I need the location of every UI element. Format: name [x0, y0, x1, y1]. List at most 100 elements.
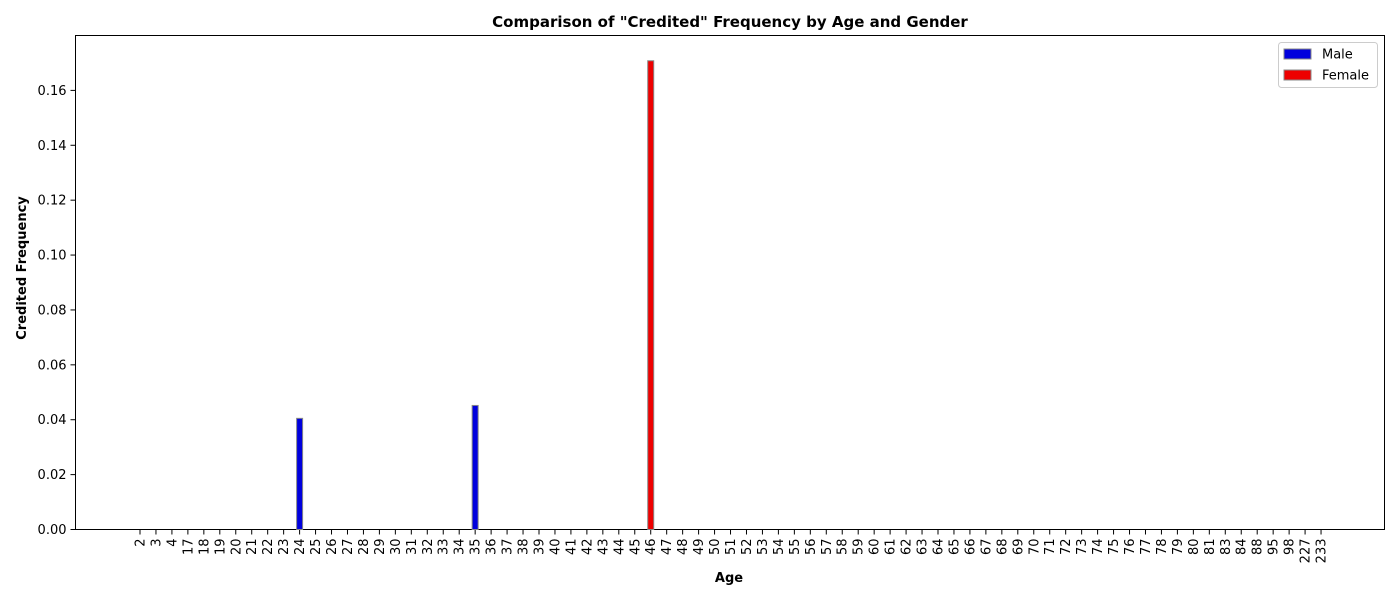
x-tick-label: 39 — [533, 539, 548, 556]
x-tick-label: 38 — [517, 539, 532, 556]
x-tick-label: 40 — [548, 539, 563, 556]
legend-label-female: Female — [1322, 69, 1369, 84]
x-tick-label: 78 — [1155, 539, 1170, 556]
y-tick-label: 0.00 — [38, 523, 67, 538]
x-tick-label: 24 — [293, 539, 308, 556]
bar-female-46 — [647, 60, 655, 530]
x-tick-label: 233 — [1315, 539, 1330, 564]
y-tick-label: 0.16 — [38, 84, 67, 99]
x-tick-label: 63 — [916, 539, 931, 556]
x-tick-label: 227 — [1299, 539, 1314, 564]
y-tick-label: 0.04 — [38, 413, 67, 428]
x-tick-label: 98 — [1283, 539, 1298, 556]
plot-frame — [75, 35, 1385, 530]
x-tick-label: 59 — [852, 539, 867, 556]
x-tick-label: 56 — [804, 539, 819, 556]
x-tick-label: 77 — [1139, 539, 1154, 556]
x-tick-label: 75 — [1107, 539, 1122, 556]
x-tick-label: 66 — [963, 539, 978, 556]
x-tick-label: 37 — [501, 539, 516, 556]
x-axis-label: Age — [715, 571, 743, 586]
x-tick-label: 26 — [325, 539, 340, 556]
x-tick-label: 35 — [469, 539, 484, 556]
x-tick-label: 54 — [772, 539, 787, 556]
x-tick-label: 84 — [1235, 539, 1250, 556]
x-tick-label: 29 — [373, 539, 388, 556]
x-tick-label: 4 — [165, 539, 180, 547]
x-tick-label: 70 — [1027, 539, 1042, 556]
x-tick-label: 76 — [1123, 539, 1138, 556]
x-tick-label: 53 — [756, 539, 771, 556]
x-tick-label: 67 — [979, 539, 994, 556]
x-tick-label: 31 — [405, 539, 420, 556]
y-tick-label: 0.10 — [38, 249, 67, 264]
x-tick-label: 62 — [900, 539, 915, 556]
y-tick-label: 0.02 — [38, 468, 67, 483]
x-tick-label: 44 — [612, 539, 627, 556]
x-tick-label: 69 — [1011, 539, 1026, 556]
x-tick-label: 41 — [564, 539, 579, 556]
x-tick-label: 48 — [676, 539, 691, 556]
x-tick-label: 64 — [932, 539, 947, 556]
x-tick-label: 55 — [788, 539, 803, 556]
x-tick-label: 49 — [692, 539, 707, 556]
x-tick-label: 21 — [245, 539, 260, 556]
y-axis-label: Credited Frequency — [15, 196, 30, 340]
x-tick-label: 28 — [357, 539, 372, 556]
bars — [296, 60, 655, 531]
x-tick-label: 71 — [1043, 539, 1058, 556]
x-tick-label: 33 — [437, 539, 452, 556]
legend-label-male: Male — [1322, 48, 1353, 63]
x-tick-label: 81 — [1203, 539, 1218, 556]
x-tick-label: 65 — [947, 539, 962, 556]
x-tick-label: 57 — [820, 539, 835, 556]
y-axis: 0.00 0.02 0.04 0.06 0.08 0.10 0.12 0.14 0.16 — [38, 84, 76, 538]
x-tick-label: 23 — [277, 539, 292, 556]
x-tick-label: 2 — [134, 539, 149, 547]
x-tick-label: 42 — [580, 539, 595, 556]
x-tick-label: 18 — [197, 539, 212, 556]
x-tick-label: 79 — [1171, 539, 1186, 556]
x-tick-label: 34 — [453, 539, 468, 556]
x-tick-label: 83 — [1219, 539, 1234, 556]
x-tick-label: 47 — [660, 539, 675, 556]
x-tick-label: 72 — [1059, 539, 1074, 556]
x-tick-label: 25 — [309, 539, 324, 556]
chart-title: Comparison of "Credited" Frequency by Ag… — [492, 13, 968, 31]
y-tick-label: 0.14 — [38, 139, 67, 154]
x-axis: 2 3 4 17 18 19 20 21 22 23 24 25 26 27 28 29 30 31 32 33 34 3… — [134, 529, 1330, 564]
legend: Male Female — [1278, 42, 1378, 88]
x-tick-label: 74 — [1091, 539, 1106, 556]
x-tick-label: 61 — [884, 539, 899, 556]
x-tick-label: 17 — [181, 539, 196, 556]
x-tick-label: 50 — [708, 539, 723, 556]
x-tick-label: 20 — [229, 539, 244, 556]
x-tick-label: 36 — [485, 539, 500, 556]
x-tick-label: 46 — [644, 539, 659, 556]
x-tick-label: 51 — [724, 539, 739, 556]
y-tick-label: 0.12 — [38, 194, 67, 209]
x-tick-label: 43 — [596, 539, 611, 556]
bar-male-24 — [296, 417, 304, 531]
x-tick-label: 3 — [149, 539, 164, 547]
x-tick-label: 19 — [213, 539, 228, 556]
x-tick-label: 30 — [389, 539, 404, 556]
x-tick-label: 95 — [1267, 539, 1282, 556]
x-tick-label: 22 — [261, 539, 276, 556]
x-tick-label: 80 — [1187, 539, 1202, 556]
bar-male-35 — [471, 404, 479, 530]
y-tick-label: 0.08 — [38, 303, 67, 318]
legend-swatch-female — [1283, 69, 1312, 81]
x-tick-label: 68 — [995, 539, 1010, 556]
x-tick-label: 45 — [628, 539, 643, 556]
legend-swatch-male — [1283, 48, 1312, 60]
x-tick-label: 60 — [868, 539, 883, 556]
x-tick-label: 73 — [1075, 539, 1090, 556]
x-tick-label: 88 — [1251, 539, 1266, 556]
x-tick-label: 52 — [740, 539, 755, 556]
x-tick-label: 58 — [836, 539, 851, 556]
x-tick-label: 27 — [341, 539, 356, 556]
y-tick-label: 0.06 — [38, 358, 67, 373]
